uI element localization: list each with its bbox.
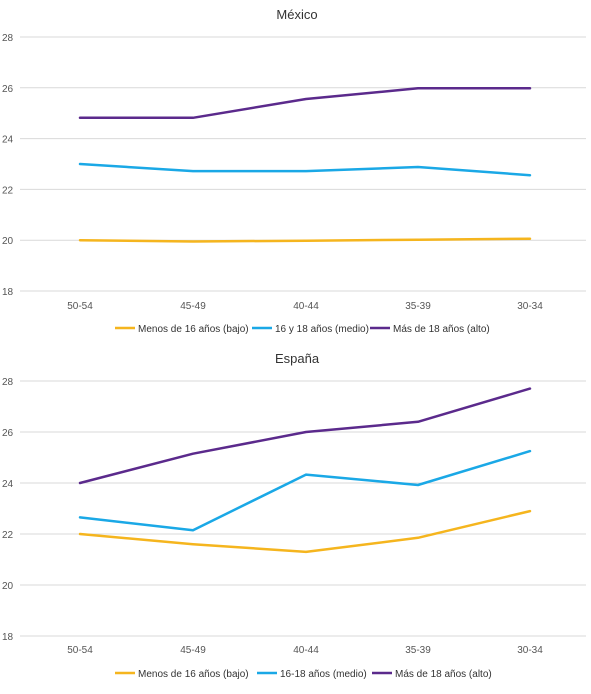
series-line-2 bbox=[80, 389, 530, 483]
legend-label: Más de 18 años (alto) bbox=[395, 669, 492, 680]
y-tick-label: 26 bbox=[2, 84, 14, 95]
chart-panel-0: México 18 20 22 24 26 28 50-54 45-49 40-44 35-39 30… bbox=[2, 7, 586, 335]
chart-title: México bbox=[276, 7, 317, 22]
x-tick-label: 45-49 bbox=[180, 645, 206, 656]
legend: Menos de 16 años (bajo) 16 y 18 años (med… bbox=[115, 324, 490, 335]
x-tick-label: 40-44 bbox=[293, 645, 319, 656]
y-tick-label: 22 bbox=[2, 530, 14, 541]
series-line-1 bbox=[80, 451, 530, 530]
x-tick-label: 30-34 bbox=[517, 645, 543, 656]
x-tick-label: 30-34 bbox=[517, 301, 543, 312]
chart-title: España bbox=[275, 351, 320, 366]
x-tick-label: 50-54 bbox=[67, 301, 93, 312]
y-tick-label: 20 bbox=[2, 581, 14, 592]
y-tick-label: 28 bbox=[2, 377, 14, 388]
series-line-0 bbox=[80, 239, 530, 242]
y-tick-label: 24 bbox=[2, 479, 14, 490]
y-tick-label: 22 bbox=[2, 185, 14, 196]
series-line-0 bbox=[80, 511, 530, 552]
series-line-2 bbox=[80, 88, 530, 118]
y-tick-label: 18 bbox=[2, 632, 14, 643]
legend-label: 16 y 18 años (medio) bbox=[275, 324, 369, 335]
legend: Menos de 16 años (bajo) 16-18 años (medio… bbox=[115, 669, 492, 680]
y-tick-label: 26 bbox=[2, 428, 14, 439]
y-tick-label: 20 bbox=[2, 236, 14, 247]
y-tick-label: 18 bbox=[2, 287, 14, 298]
y-tick-label: 28 bbox=[2, 33, 14, 44]
x-tick-label: 35-39 bbox=[405, 645, 431, 656]
chart-panel-1: España 18 20 22 24 26 28 50-54 45-49 40-44 35-39 30… bbox=[2, 351, 586, 680]
x-tick-label: 50-54 bbox=[67, 645, 93, 656]
y-tick-label: 24 bbox=[2, 135, 14, 146]
legend-label: Menos de 16 años (bajo) bbox=[138, 324, 249, 335]
legend-label: Más de 18 años (alto) bbox=[393, 324, 490, 335]
series-line-1 bbox=[80, 164, 530, 175]
legend-label: Menos de 16 años (bajo) bbox=[138, 669, 249, 680]
legend-label: 16-18 años (medio) bbox=[280, 669, 367, 680]
x-tick-label: 35-39 bbox=[405, 301, 431, 312]
x-tick-label: 40-44 bbox=[293, 301, 319, 312]
x-tick-label: 45-49 bbox=[180, 301, 206, 312]
